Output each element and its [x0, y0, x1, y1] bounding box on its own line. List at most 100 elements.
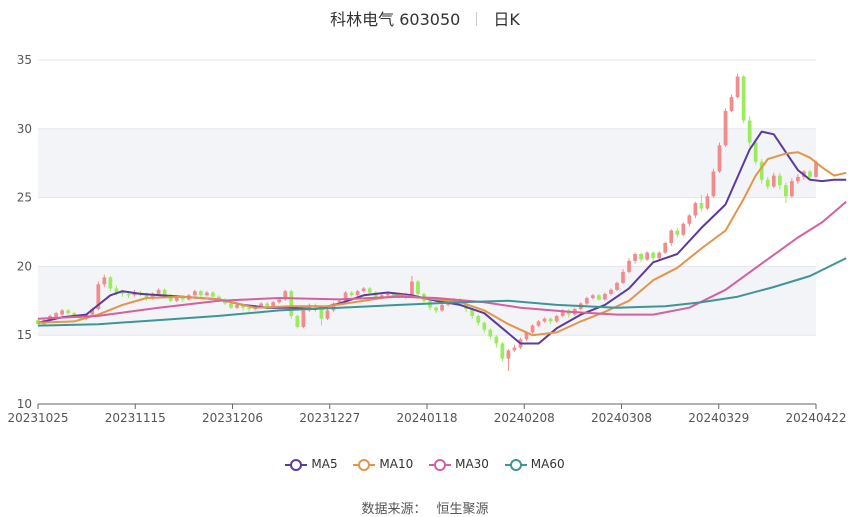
- candle: [711, 171, 716, 197]
- candle: [590, 295, 595, 299]
- candlestick-chart: 10 15 20 25 30 35 20231025 20231115 20231206 2023…: [7, 53, 847, 425]
- candle: [747, 120, 752, 143]
- candle: [289, 291, 294, 316]
- candle: [723, 110, 728, 146]
- candle: [548, 318, 553, 322]
- candle: [759, 161, 764, 180]
- candle: [717, 145, 722, 172]
- candle: [584, 298, 589, 304]
- candle: [259, 303, 264, 307]
- candle: [488, 329, 493, 337]
- candle: [325, 310, 330, 319]
- candle: [162, 289, 167, 296]
- candle: [301, 310, 306, 327]
- candle: [355, 291, 360, 296]
- candle: [120, 292, 125, 294]
- candle: [796, 176, 800, 182]
- candle: [645, 252, 650, 260]
- candle: [500, 343, 505, 359]
- y-tick-label: 20: [17, 259, 32, 273]
- y-tick-label: 35: [17, 53, 32, 67]
- candle: [72, 313, 77, 316]
- candle: [385, 293, 390, 296]
- candle: [66, 310, 71, 314]
- candle: [693, 203, 698, 216]
- candle: [627, 260, 631, 272]
- candle: [114, 288, 119, 293]
- legend-item-ma60[interactable]: MA60: [504, 457, 565, 471]
- series-line-ma30: [37, 200, 847, 320]
- y-tick-label: 10: [17, 397, 32, 411]
- candle: [192, 291, 197, 296]
- source-label: 数据来源：: [361, 502, 427, 517]
- candle: [150, 293, 155, 299]
- candle: [204, 292, 209, 296]
- candle: [319, 309, 324, 319]
- candle: [663, 243, 668, 253]
- x-tick-label: 20231206: [202, 411, 263, 425]
- source-value: 恒生聚源: [436, 502, 489, 517]
- candle: [633, 254, 637, 261]
- candle: [295, 315, 300, 327]
- x-tick-label: 20231227: [299, 411, 360, 425]
- candle: [530, 325, 535, 333]
- candle: [482, 322, 487, 330]
- candle: [373, 292, 378, 299]
- candle: [156, 289, 161, 294]
- candle: [814, 161, 818, 177]
- candle: [307, 304, 312, 311]
- grid-band: [38, 266, 816, 336]
- candle: [597, 295, 601, 300]
- candle: [729, 97, 734, 111]
- chart-legend: MA5 MA10 MA30 MA60: [0, 457, 850, 471]
- candle: [741, 76, 746, 121]
- x-tick-label: 20240422: [785, 411, 846, 425]
- candle: [470, 309, 475, 316]
- candle: [790, 181, 794, 197]
- candle: [783, 185, 788, 197]
- candle: [512, 347, 517, 351]
- x-tick-label: 20231025: [7, 411, 68, 425]
- candle: [198, 291, 203, 296]
- candle: [542, 318, 547, 322]
- candle: [440, 304, 444, 311]
- candle: [265, 303, 270, 307]
- candle: [349, 292, 354, 296]
- candle: [524, 332, 529, 340]
- candle: [90, 309, 95, 315]
- y-tick-label: 25: [17, 191, 32, 205]
- candle: [808, 171, 812, 177]
- stock-name-code: 科林电气 603050: [330, 10, 461, 29]
- grid-band: [38, 128, 816, 198]
- legend-label-ma5: MA5: [311, 457, 338, 471]
- candle: [283, 291, 288, 300]
- chart-title: 科林电气 603050 日K: [0, 6, 850, 30]
- candle: [410, 281, 414, 297]
- candle: [621, 271, 625, 283]
- candle: [681, 223, 686, 235]
- x-tick-label: 20240118: [396, 411, 457, 425]
- legend-label-ma10: MA10: [379, 457, 414, 471]
- candle: [367, 288, 372, 293]
- candle: [337, 300, 342, 304]
- candle: [771, 175, 776, 187]
- candle: [615, 282, 619, 290]
- x-tick-label: 20231115: [105, 411, 166, 425]
- candle: [211, 292, 215, 297]
- data-source: 数据来源： 恒生聚源: [0, 498, 850, 517]
- candle: [102, 277, 107, 285]
- series-line-ma5: [37, 130, 847, 345]
- legend-item-ma10[interactable]: MA10: [353, 457, 413, 471]
- candle: [126, 293, 131, 296]
- candle: [777, 175, 782, 186]
- candle: [235, 304, 239, 308]
- legend-item-ma5[interactable]: MA5: [285, 457, 338, 471]
- candle: [494, 336, 499, 344]
- candle: [180, 296, 185, 300]
- candle: [639, 254, 643, 260]
- legend-item-ma30[interactable]: MA30: [429, 457, 489, 471]
- candle: [434, 307, 438, 311]
- legend-label-ma60: MA60: [530, 457, 565, 471]
- candle: [361, 288, 366, 292]
- candle: [54, 313, 58, 318]
